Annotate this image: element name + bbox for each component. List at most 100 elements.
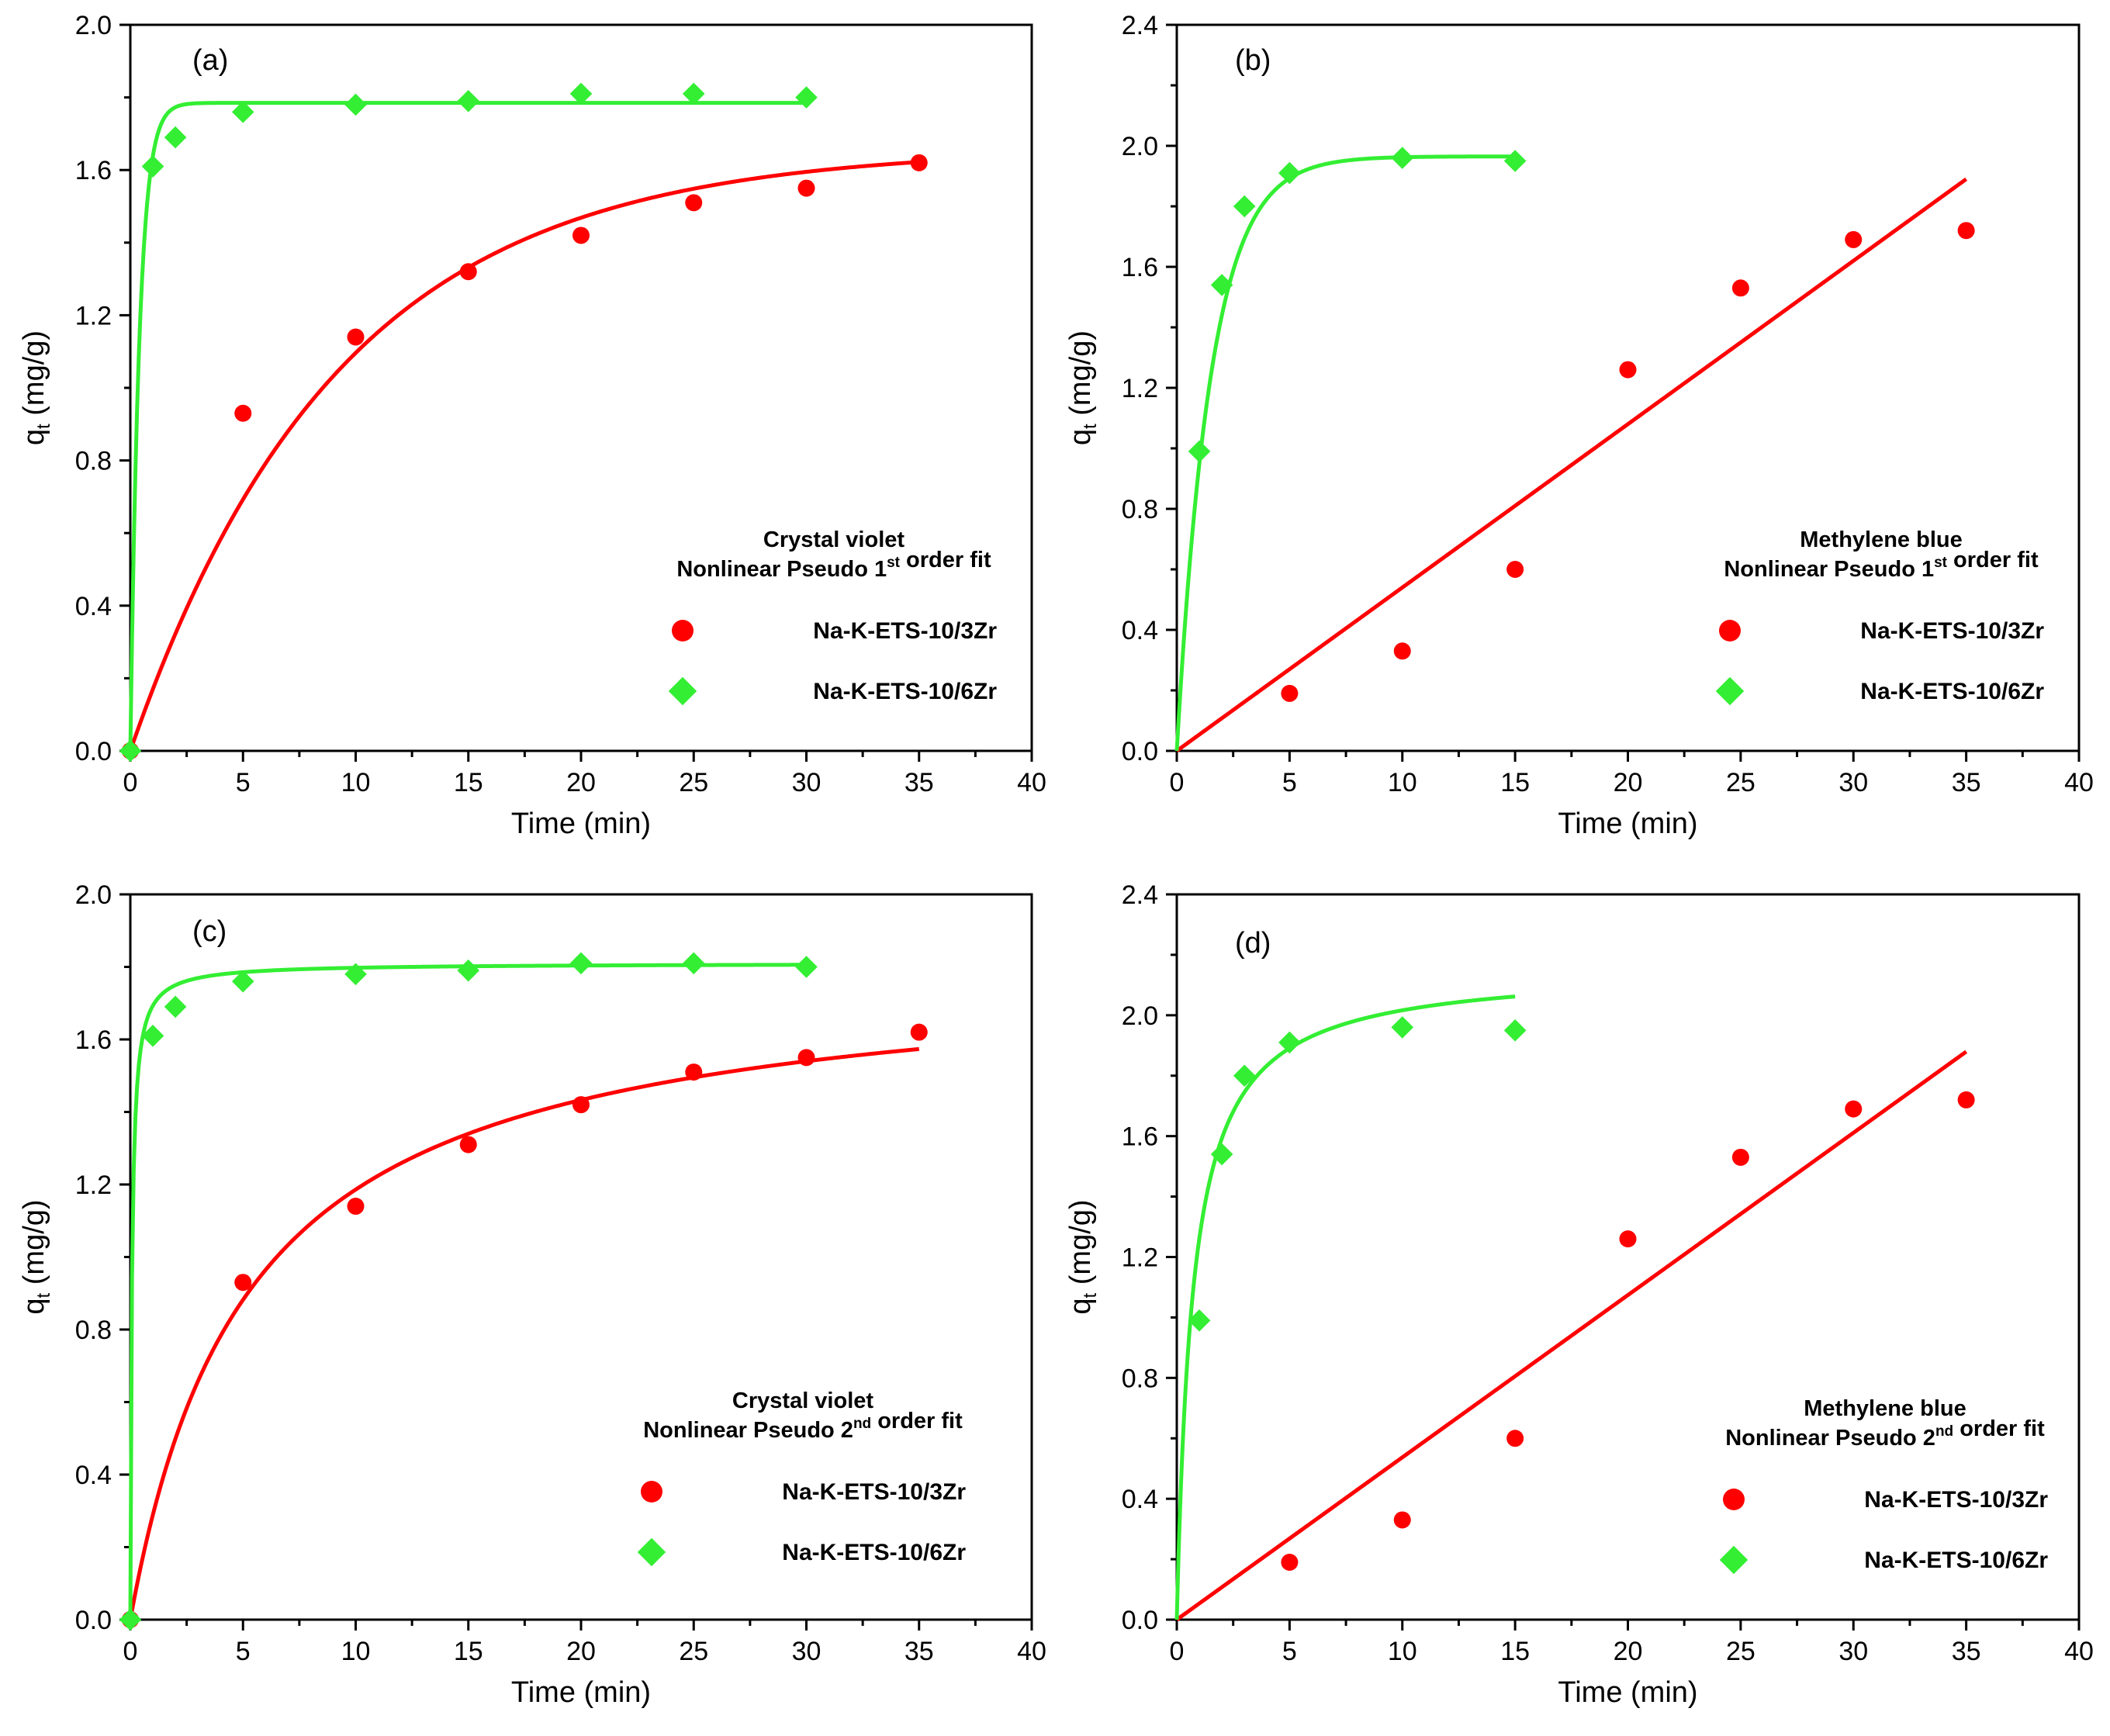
x-tick-label: 0 xyxy=(123,1637,138,1666)
legend-title-text: Methylene blue xyxy=(1800,527,1963,552)
plot-frame xyxy=(129,893,1033,1621)
x-tick-label: 10 xyxy=(1388,768,1417,797)
fit-line-3zr xyxy=(128,1046,919,1620)
data-point-3zr xyxy=(572,227,590,244)
data-point-3zr xyxy=(572,1096,590,1114)
x-tick-label: 0 xyxy=(1170,1637,1185,1666)
data-point-3zr xyxy=(1393,1511,1411,1529)
data-point-3zr xyxy=(1845,230,1863,248)
data-point-6zr xyxy=(141,1025,164,1047)
y-tick-label: 0.8 xyxy=(1122,1364,1158,1393)
data-point-6zr xyxy=(344,963,367,986)
x-tick-label: 30 xyxy=(1838,768,1868,797)
x-tick-label: 25 xyxy=(1726,1637,1755,1666)
data-point-3zr xyxy=(797,1049,815,1067)
x-tick-label: 0 xyxy=(123,768,138,797)
y-tick-label: 2.0 xyxy=(75,11,112,40)
panel-b: 0 5 10 15 20 25 30 35 40 0.0 0.4 0.8 1.2 1.6 2.0 2.4 Tim… xyxy=(1064,11,2094,840)
data-point-3zr xyxy=(1619,361,1637,379)
fit-line-6zr xyxy=(128,101,807,752)
legend-title-text: Nonlinear Pseudo 2 xyxy=(1725,1426,1935,1451)
data-point-3zr xyxy=(1619,1230,1637,1248)
y-axis-title-unit: (mg/g) xyxy=(18,330,50,424)
y-axis-title-main: q xyxy=(18,1298,50,1314)
legend-title-line: Nonlinear Pseudo 2nd order fit xyxy=(643,1409,963,1443)
x-tick-label: 40 xyxy=(2064,1637,2094,1666)
y-tick-label: 1.2 xyxy=(75,301,112,330)
legend-label: Na-K-ETS-10/3Zr xyxy=(782,1479,966,1505)
legend-title-text: Nonlinear Pseudo 1 xyxy=(676,557,887,582)
x-tick-label: 25 xyxy=(1726,768,1755,797)
legend-title-line: Crystal violet xyxy=(732,1388,873,1413)
x-tick-label: 35 xyxy=(905,1637,934,1666)
data-point-6zr xyxy=(795,956,818,978)
data-point-3zr xyxy=(234,404,252,422)
legend-title-line: Nonlinear Pseudo 2nd order fit xyxy=(1725,1416,2045,1451)
legend-title-superscript: nd xyxy=(1935,1423,1953,1440)
data-point-6zr xyxy=(1278,1031,1301,1054)
data-point-6zr xyxy=(795,86,818,109)
data-point-3zr xyxy=(1957,222,1975,240)
data-point-6zr xyxy=(569,82,593,105)
fit-line-3zr xyxy=(1175,177,1968,753)
y-tick-label: 2.0 xyxy=(1122,132,1158,161)
x-tick-label: 5 xyxy=(236,768,251,797)
x-tick-label: 35 xyxy=(905,768,934,797)
y-tick-label: 1.6 xyxy=(75,1025,112,1055)
y-tick-label: 1.6 xyxy=(1122,253,1158,282)
x-tick-label: 40 xyxy=(2064,768,2094,797)
data-point-6zr xyxy=(682,82,705,105)
data-point-6zr xyxy=(1233,195,1256,218)
data-point-6zr xyxy=(231,970,254,993)
data-point-6zr xyxy=(457,959,480,982)
data-point-6zr xyxy=(1391,1016,1414,1039)
y-tick-label: 2.4 xyxy=(1122,880,1158,910)
y-axis-title: qt (mg/g) xyxy=(18,330,54,445)
data-point-3zr xyxy=(1393,642,1411,660)
y-tick-label: 1.6 xyxy=(75,156,112,185)
fit-line-3zr xyxy=(1175,1050,1968,1622)
panel-a: 0 5 10 15 20 25 30 35 40 0.0 0.4 0.8 1.2 1.6 2.0 Time (… xyxy=(18,11,1046,840)
y-tick-label: 0.0 xyxy=(75,737,112,766)
x-axis-title: Time (min) xyxy=(1558,1676,1697,1709)
y-tick-label: 2.0 xyxy=(1122,1001,1158,1031)
x-tick-label: 15 xyxy=(454,768,483,797)
data-point-6zr xyxy=(231,101,254,123)
legend-title-text: Methylene blue xyxy=(1804,1396,1966,1421)
data-point-3zr xyxy=(910,154,928,171)
data-point-3zr xyxy=(910,1023,928,1041)
legend-label: Na-K-ETS-10/6Zr xyxy=(1864,1548,2048,1573)
legend-marker-6zr xyxy=(668,676,697,706)
legend-marker-3zr xyxy=(641,1481,662,1503)
x-tick-label: 15 xyxy=(454,1637,483,1666)
y-tick-label: 1.6 xyxy=(1122,1122,1158,1152)
x-axis-title: Time (min) xyxy=(511,807,651,840)
y-tick-label: 0.4 xyxy=(75,1461,112,1490)
x-tick-label: 20 xyxy=(566,1637,596,1666)
panel-label: (a) xyxy=(192,44,228,77)
legend-title-superscript: st xyxy=(1934,555,1948,571)
x-tick-label: 40 xyxy=(1017,1637,1046,1666)
y-tick-label: 0.8 xyxy=(1122,495,1158,524)
data-point-6zr xyxy=(569,952,593,975)
legend-title-text: Nonlinear Pseudo 1 xyxy=(1724,557,1934,582)
y-axis-title-unit: (mg/g) xyxy=(1064,330,1097,424)
legend-marker-6zr xyxy=(637,1537,666,1567)
legend-marker-6zr xyxy=(1715,676,1745,706)
data-point-6zr xyxy=(1188,440,1211,463)
legend-title-text: Crystal violet xyxy=(732,1388,873,1413)
legend-title-line: Methylene blue xyxy=(1800,527,1963,552)
legend-label: Na-K-ETS-10/6Zr xyxy=(1860,679,2044,704)
y-axis-title: qt (mg/g) xyxy=(1064,1199,1101,1314)
x-tick-label: 20 xyxy=(566,768,596,797)
y-tick-label: 0.4 xyxy=(75,592,112,621)
y-tick-label: 0.8 xyxy=(75,447,112,476)
x-tick-label: 35 xyxy=(1952,768,1981,797)
data-point-3zr xyxy=(234,1274,252,1292)
fit-line-6zr xyxy=(1174,994,1516,1620)
legend-marker-3zr xyxy=(672,620,694,641)
x-tick-label: 10 xyxy=(1388,1637,1417,1666)
x-tick-label: 30 xyxy=(792,768,822,797)
